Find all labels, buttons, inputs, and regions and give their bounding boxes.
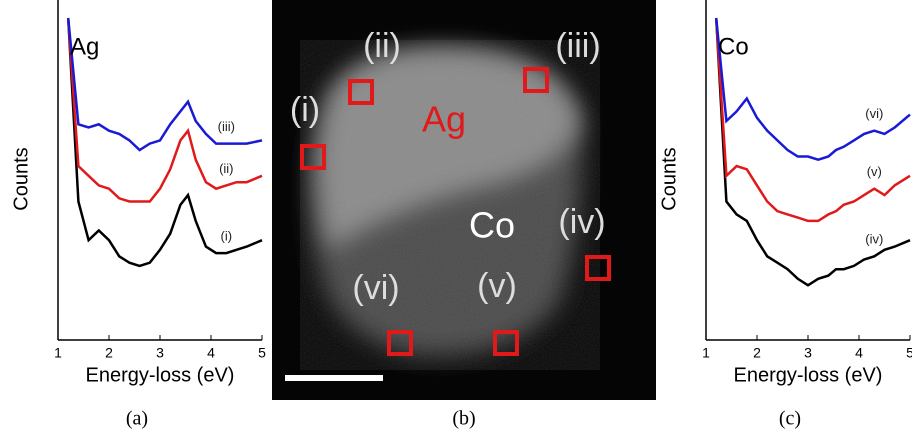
x-tick-label: 2 — [105, 345, 113, 361]
x-axis-label: Energy-loss (eV) — [734, 364, 883, 386]
x-tick-label: 4 — [855, 345, 863, 361]
y-axis-label: Counts — [658, 147, 680, 210]
x-tick-label: 4 — [207, 345, 215, 361]
x-axis-label: Energy-loss (eV) — [86, 364, 235, 386]
region-label: (vi) — [352, 269, 399, 307]
ag-label: Ag — [422, 99, 466, 140]
co-label: Co — [469, 205, 515, 246]
image-noise — [300, 40, 600, 370]
y-axis-label: Counts — [10, 147, 32, 210]
caption: (a) — [126, 408, 148, 430]
x-tick-label: 1 — [54, 345, 62, 361]
series-label: (ii) — [219, 161, 233, 176]
region-label: (v) — [477, 267, 517, 305]
series-label: (vi) — [865, 106, 883, 121]
region-label: (iii) — [555, 27, 600, 65]
x-tick-label: 5 — [258, 345, 266, 361]
series-label: (i) — [221, 228, 233, 243]
series-label: (iii) — [218, 119, 235, 134]
caption: (b) — [452, 408, 475, 430]
region-label: (i) — [290, 91, 320, 129]
micrograph: Ag Co (i) (ii) (iii) (iv) (v) (vi) — [272, 0, 656, 400]
region-label: (iv) — [558, 203, 605, 241]
x-tick-label: 3 — [804, 345, 812, 361]
panel-title: Co — [718, 33, 749, 60]
x-tick-label: 2 — [753, 345, 761, 361]
series-label: (iv) — [865, 232, 883, 247]
region-label: (ii) — [363, 27, 401, 65]
x-tick-label: 3 — [156, 345, 164, 361]
figure: Ag Co (i) (ii) (iii) (iv) (v) (vi) (b) 1… — [0, 0, 912, 433]
caption: (c) — [779, 408, 801, 430]
x-tick-label: 5 — [906, 345, 912, 361]
x-tick-label: 1 — [702, 345, 710, 361]
scale-bar — [285, 375, 383, 381]
series-label: (v) — [867, 164, 882, 179]
panel-title: Ag — [70, 33, 99, 60]
